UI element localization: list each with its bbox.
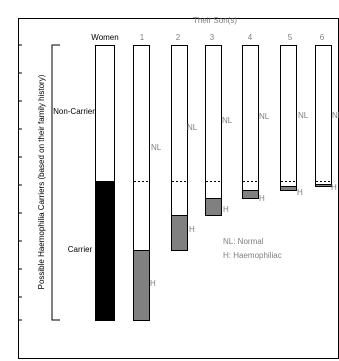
- y-axis-bracket: [18, 44, 60, 321]
- women-bar-non-carrier: [95, 45, 115, 182]
- son-6-haemophiliac: [315, 184, 332, 187]
- son-2-haemophiliac: [171, 215, 188, 251]
- son-2-h-label: H: [189, 225, 195, 234]
- women-label: Women: [91, 33, 118, 42]
- son-5-h-label: H: [297, 188, 303, 197]
- column-label-1: 1: [140, 33, 145, 42]
- son-4-nl-label: NL: [259, 112, 270, 121]
- son-5-haemophiliac: [280, 186, 297, 191]
- son-3-haemophiliac: [205, 198, 222, 216]
- son-5-bar: [280, 45, 297, 191]
- son-6-nl-label: NL: [332, 111, 339, 120]
- column-label-4: 4: [248, 33, 253, 42]
- son-3-bar: [205, 45, 222, 216]
- legend-h: H: Haemophiliac: [223, 251, 282, 260]
- sons-header: Their Son(s): [193, 16, 237, 25]
- legend-nl: NL: Normal: [223, 237, 264, 246]
- carrier-label: Carrier: [68, 245, 93, 254]
- column-label-5: 5: [288, 33, 293, 42]
- son-3-nl-label: NL: [222, 116, 233, 125]
- column-label-3: 3: [210, 33, 215, 42]
- son-1-nl-label: NL: [151, 143, 162, 152]
- son-4-haemophiliac: [242, 190, 259, 199]
- son-2-nl-label: NL: [187, 123, 198, 132]
- son-5-nl-label: NL: [298, 111, 309, 120]
- column-label-2: 2: [176, 33, 181, 42]
- son-4-h-label: H: [259, 194, 265, 203]
- son-1-h-label: H: [150, 279, 156, 288]
- son-6-h-label: H: [331, 183, 337, 192]
- son-3-h-label: H: [223, 205, 229, 214]
- women-bar-carrier: [95, 181, 115, 321]
- son-6-bar: [315, 45, 332, 187]
- non-carrier-label: Non-Carrier: [53, 107, 95, 116]
- son-4-bar: [242, 45, 259, 199]
- column-label-6: 6: [320, 33, 325, 42]
- y-axis-label: Possible Haemophilia Carriers (based on …: [37, 74, 46, 289]
- son-1-haemophiliac: [133, 250, 150, 321]
